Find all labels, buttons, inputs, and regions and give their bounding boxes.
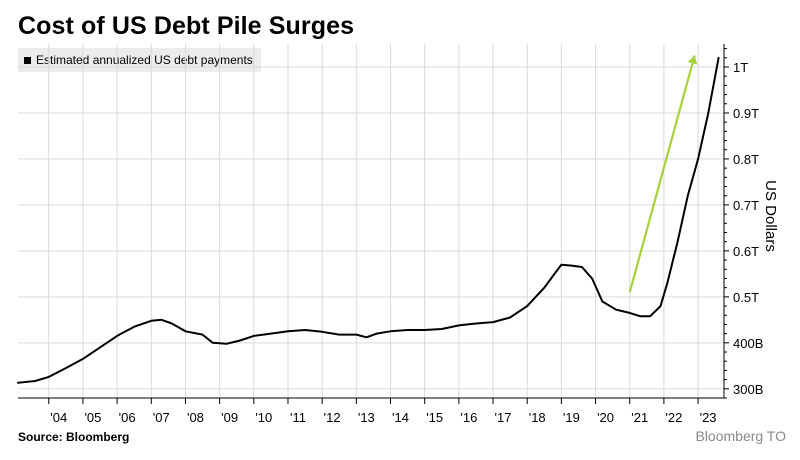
data-point bbox=[554, 273, 556, 275]
data-point bbox=[161, 319, 163, 321]
tick-labels: 300B 400B 0.5T 0.6T 0.7T 0.8T 0.9T 1T '04 '05 '06 '… bbox=[50, 60, 779, 425]
data-point bbox=[509, 317, 511, 319]
x-tick-label: '11 bbox=[290, 410, 306, 425]
y-tick-label: 1T bbox=[733, 60, 748, 75]
data-point bbox=[571, 265, 573, 267]
data-point bbox=[649, 315, 651, 317]
annotations bbox=[628, 55, 698, 293]
data-point bbox=[253, 335, 255, 337]
data-point bbox=[338, 334, 340, 336]
x-tick-label: '04 bbox=[50, 410, 67, 425]
data-point bbox=[202, 334, 204, 336]
data-point bbox=[666, 282, 668, 284]
data-point bbox=[475, 323, 477, 325]
data-point bbox=[526, 305, 528, 307]
x-tick-label: '22 bbox=[665, 410, 682, 425]
y-tick-label: 400B bbox=[733, 336, 763, 351]
x-tick-label: '13 bbox=[358, 410, 375, 425]
data-point bbox=[226, 343, 228, 345]
data-point bbox=[591, 278, 593, 280]
series-line-debt-payments bbox=[17, 56, 720, 384]
data-point bbox=[492, 321, 494, 323]
data-point bbox=[629, 312, 631, 314]
data-point bbox=[697, 158, 699, 160]
data-point bbox=[660, 305, 662, 307]
data-point bbox=[677, 241, 679, 243]
x-tick-label: '09 bbox=[221, 410, 238, 425]
series-layer bbox=[17, 56, 720, 384]
x-tick-label: '23 bbox=[700, 410, 717, 425]
data-point bbox=[581, 266, 583, 268]
data-point bbox=[718, 57, 720, 59]
data-point bbox=[687, 195, 689, 197]
data-point bbox=[82, 358, 84, 360]
legend: Estimated annualized US debt payments bbox=[18, 48, 261, 72]
chart-title: Cost of US Debt Pile Surges bbox=[18, 12, 355, 40]
data-point bbox=[424, 329, 426, 331]
trend-arrow-shaft bbox=[628, 55, 696, 293]
source-note: Source: Bloomberg bbox=[18, 430, 130, 444]
x-tick-label: '21 bbox=[631, 410, 648, 425]
data-point bbox=[212, 342, 214, 344]
y-axis-label: US Dollars bbox=[762, 180, 779, 252]
data-point bbox=[185, 330, 187, 332]
x-tick-label: '20 bbox=[597, 410, 614, 425]
data-point bbox=[133, 326, 135, 328]
x-tick-label: '17 bbox=[495, 410, 512, 425]
data-point bbox=[150, 320, 152, 322]
data-point bbox=[321, 331, 323, 333]
data-point bbox=[366, 336, 368, 338]
legend-swatch bbox=[24, 56, 31, 64]
y-tick-label: 0.7T bbox=[733, 198, 759, 213]
y-tick-label: 0.6T bbox=[733, 244, 759, 259]
data-point bbox=[441, 328, 443, 330]
data-point bbox=[639, 315, 641, 317]
data-point bbox=[99, 346, 101, 348]
watermark: Bloomberg TO bbox=[695, 428, 786, 444]
x-tick-label: '18 bbox=[529, 410, 546, 425]
grid-lines bbox=[18, 44, 724, 398]
data-point bbox=[17, 382, 19, 384]
x-tick-label: '07 bbox=[153, 410, 170, 425]
trend-arrow-head bbox=[687, 55, 698, 65]
data-point bbox=[560, 264, 562, 266]
data-point bbox=[376, 333, 378, 335]
data-point bbox=[116, 335, 118, 337]
x-tick-label: '06 bbox=[119, 410, 136, 425]
x-tick-label: '08 bbox=[187, 410, 204, 425]
data-point bbox=[287, 330, 289, 332]
data-point bbox=[270, 333, 272, 335]
y-tick-label: 300B bbox=[733, 382, 763, 397]
axes bbox=[18, 44, 729, 404]
x-tick-label: '15 bbox=[426, 410, 443, 425]
data-point bbox=[543, 287, 545, 289]
x-tick-label: '14 bbox=[392, 410, 409, 425]
y-tick-label: 0.8T bbox=[733, 152, 759, 167]
data-point bbox=[407, 329, 409, 331]
data-point bbox=[171, 323, 173, 325]
y-tick-label: 0.5T bbox=[733, 290, 759, 305]
data-point bbox=[355, 334, 357, 336]
data-point bbox=[390, 330, 392, 332]
x-tick-label: '12 bbox=[324, 410, 341, 425]
x-tick-label: '19 bbox=[563, 410, 580, 425]
data-point bbox=[239, 340, 241, 342]
x-tick-label: '10 bbox=[255, 410, 272, 425]
data-point bbox=[48, 376, 50, 378]
x-tick-label: '16 bbox=[460, 410, 477, 425]
data-point bbox=[34, 380, 36, 382]
data-point bbox=[601, 301, 603, 303]
data-point bbox=[458, 324, 460, 326]
x-tick-label: '05 bbox=[84, 410, 101, 425]
y-tick-label: 0.9T bbox=[733, 106, 759, 121]
data-point bbox=[304, 329, 306, 331]
data-point bbox=[707, 112, 709, 114]
legend-label: Estimated annualized US debt payments bbox=[36, 53, 253, 67]
data-point bbox=[65, 367, 67, 369]
data-point bbox=[615, 309, 617, 311]
